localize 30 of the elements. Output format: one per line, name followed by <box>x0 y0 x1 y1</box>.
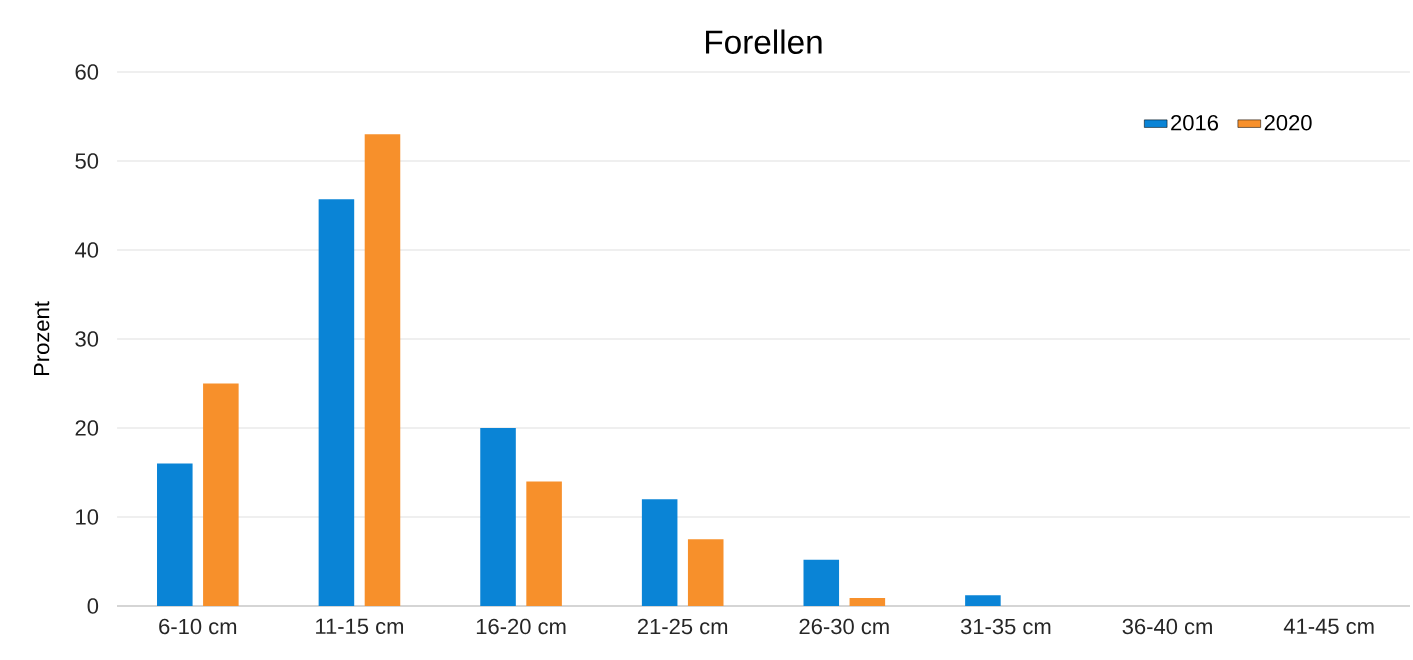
x-tick-label: 26-30 cm <box>799 618 889 635</box>
y-tick-label: 40 <box>75 242 99 258</box>
x-tick-label: 6-10 cm <box>159 618 237 635</box>
y-tick-label: 60 <box>75 64 99 80</box>
x-tick-label: 36-40 cm <box>1122 618 1212 635</box>
y-tick-label: 30 <box>75 331 99 347</box>
legend-label: 2016 <box>1171 114 1218 131</box>
bar <box>849 597 886 606</box>
bar <box>803 559 840 606</box>
legend-label: 2020 <box>1264 114 1312 131</box>
x-tick-label: 31-35 cm <box>960 618 1051 635</box>
y-tick-label: 50 <box>75 153 99 169</box>
y-tick-label: 0 <box>87 598 99 614</box>
bar <box>526 481 562 606</box>
bar <box>480 427 516 606</box>
x-tick-label: 21-25 cm <box>637 618 728 635</box>
bar <box>203 383 239 606</box>
y-tick-label: 20 <box>75 420 99 436</box>
bar <box>965 595 1001 606</box>
x-tick-label: 16-20 cm <box>476 618 566 635</box>
y-axis-title: Prozent <box>33 301 50 376</box>
x-tick-label: 11-15 cm <box>316 618 403 635</box>
y-tick-label: 10 <box>76 509 99 525</box>
bar <box>318 199 355 606</box>
bar <box>364 134 401 606</box>
chart-title: Forellen <box>706 29 822 54</box>
bar <box>641 499 678 606</box>
x-tick-label: 41-45 cm <box>1283 618 1374 635</box>
bar <box>687 539 724 606</box>
bar <box>157 463 193 606</box>
